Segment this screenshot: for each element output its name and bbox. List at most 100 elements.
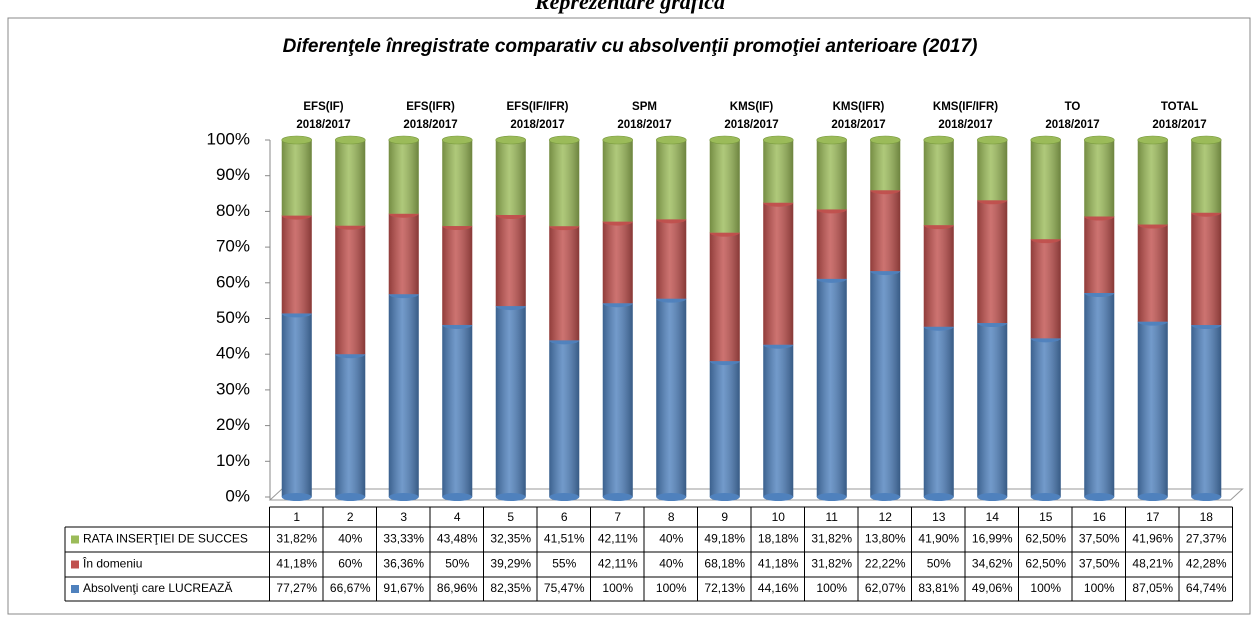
data-label: 91,67%	[383, 581, 424, 595]
cylinder-base	[1030, 493, 1061, 501]
data-label: 49,06%	[972, 581, 1013, 595]
heading-bg	[300, 0, 960, 17]
data-label: 60%	[338, 557, 362, 571]
x-tick-label: 17	[1146, 510, 1160, 524]
legend-swatch	[71, 535, 79, 544]
cylinder-base	[870, 493, 901, 501]
x-tick-label: 15	[1039, 510, 1053, 524]
group-period: 2018/2017	[296, 119, 350, 131]
x-tick-label: 18	[1200, 510, 1214, 524]
segment-shade	[335, 354, 366, 497]
cylinder-top	[709, 135, 741, 145]
data-label: 72,13%	[704, 581, 745, 595]
data-label: 100%	[1030, 581, 1061, 595]
data-label: 37,50%	[1079, 532, 1120, 546]
x-tick-label: 3	[400, 510, 407, 524]
segment-shade	[656, 219, 687, 299]
group-label: SPM	[632, 101, 657, 113]
cylinder-top	[1137, 135, 1169, 145]
data-label: 62,50%	[1025, 532, 1066, 546]
segment-shade	[388, 213, 419, 295]
segment-shade	[1137, 140, 1168, 225]
y-tick-label: 60%	[216, 272, 250, 291]
group-label: TO	[1065, 101, 1081, 113]
segment-shade	[923, 225, 954, 327]
group-label: KMS(IF/IFR)	[933, 101, 998, 113]
y-tick-label: 10%	[216, 451, 250, 470]
segment-shade	[1137, 224, 1168, 322]
data-label: 62,07%	[865, 581, 906, 595]
segment-shade	[709, 232, 740, 362]
group-period: 2018/2017	[724, 119, 778, 131]
data-label: 68,18%	[704, 557, 745, 571]
data-label: 43,48%	[437, 532, 478, 546]
segment-shade	[602, 303, 633, 497]
cylinder-top	[441, 135, 473, 145]
cylinder-base	[602, 493, 633, 501]
segment-shade	[763, 344, 794, 497]
data-label: 40%	[338, 532, 362, 546]
group-label: EFS(IFR)	[406, 101, 455, 113]
data-label: 16,99%	[972, 532, 1013, 546]
cylinder-base	[281, 493, 312, 501]
data-label: 62,50%	[1025, 557, 1066, 571]
segment-shade	[763, 140, 794, 203]
segment-shade	[1084, 293, 1115, 497]
cylinder-top	[762, 135, 794, 145]
x-tick-label: 10	[772, 510, 786, 524]
data-label: 27,37%	[1186, 532, 1227, 546]
segment-shade	[656, 298, 687, 497]
group-period: 2018/2017	[938, 119, 992, 131]
data-label: 40%	[659, 557, 683, 571]
cylinder-base	[442, 493, 473, 501]
x-tick-label: 8	[668, 510, 675, 524]
segment-shade	[442, 226, 473, 325]
segment-shade	[495, 214, 526, 307]
segment-shade	[1191, 212, 1222, 326]
data-label: 33,33%	[383, 532, 424, 546]
data-label: 49,18%	[704, 532, 745, 546]
segment-shade	[977, 200, 1008, 324]
data-label: 41,18%	[758, 557, 799, 571]
data-label: 100%	[656, 581, 687, 595]
cylinder-top	[388, 135, 420, 145]
legend-label: RATA INSERŢIEI DE SUCCES	[83, 532, 248, 546]
segment-shade	[442, 140, 473, 227]
cylinder-base	[923, 493, 954, 501]
cylinder-base	[495, 493, 526, 501]
cylinder-base	[1084, 493, 1115, 501]
data-label: 40%	[659, 532, 683, 546]
cylinder-base	[977, 493, 1008, 501]
legend-swatch	[71, 560, 79, 569]
cylinder-top	[976, 135, 1008, 145]
data-label: 18,18%	[758, 532, 799, 546]
y-tick-label: 30%	[216, 379, 250, 398]
x-tick-label: 1	[293, 510, 300, 524]
data-label: 48,21%	[1132, 557, 1173, 571]
data-label: 55%	[552, 557, 576, 571]
x-tick-label: 13	[932, 510, 946, 524]
segment-shade	[281, 215, 312, 314]
cylinder-base	[335, 493, 366, 501]
segment-shade	[602, 140, 633, 222]
data-label: 41,96%	[1132, 532, 1173, 546]
segment-shade	[602, 221, 633, 304]
segment-shade	[977, 140, 1008, 201]
cylinder-top	[548, 135, 580, 145]
data-label: 13,80%	[865, 532, 906, 546]
data-label: 87,05%	[1132, 581, 1173, 595]
group-period: 2018/2017	[1152, 119, 1206, 131]
legend-label: Absolvenţi care LUCREAZĂ	[83, 580, 232, 595]
group-label: TOTAL	[1161, 101, 1198, 113]
data-label: 31,82%	[811, 557, 852, 571]
data-label: 50%	[445, 557, 469, 571]
data-label: 75,47%	[544, 581, 585, 595]
x-tick-label: 12	[879, 510, 893, 524]
data-label: 42,11%	[598, 557, 638, 571]
chart-frame	[7, 17, 1251, 615]
y-tick-label: 40%	[216, 344, 250, 363]
segment-shade	[763, 202, 794, 345]
segment-shade	[977, 323, 1008, 497]
data-label: 41,18%	[276, 557, 317, 571]
